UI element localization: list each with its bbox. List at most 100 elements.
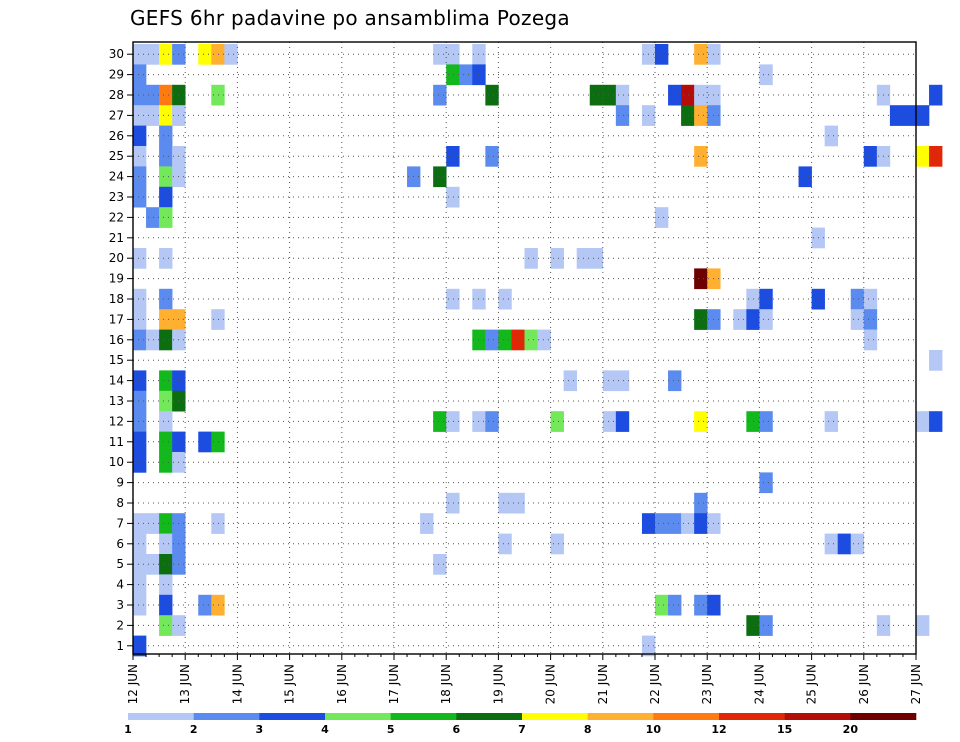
heatmap-cell bbox=[159, 125, 173, 147]
x-tick-label: 24 JUN bbox=[752, 664, 766, 704]
heatmap-cell bbox=[133, 248, 147, 269]
heatmap-cell bbox=[615, 370, 630, 392]
heatmap-cell bbox=[694, 513, 708, 534]
heatmap-cell bbox=[146, 329, 160, 351]
heatmap-cell bbox=[602, 370, 617, 392]
x-tick-label: 19 JUN bbox=[491, 664, 505, 704]
x-tick-label: 15 JUN bbox=[283, 664, 297, 704]
heatmap-cell bbox=[133, 146, 147, 167]
heatmap-cell bbox=[929, 84, 943, 106]
y-tick-label: 27 bbox=[109, 108, 124, 122]
y-tick-label: 22 bbox=[109, 210, 124, 224]
heatmap-cell bbox=[133, 186, 147, 208]
colorbar-segment bbox=[325, 713, 391, 720]
heatmap-cell bbox=[146, 105, 160, 126]
heatmap-cell bbox=[146, 513, 160, 534]
heatmap-cell bbox=[550, 411, 564, 432]
colorbar-segment bbox=[587, 713, 654, 720]
heatmap-cell bbox=[798, 166, 812, 188]
heatmap-cell bbox=[602, 411, 617, 432]
y-tick-label: 17 bbox=[109, 312, 124, 326]
heatmap-cell bbox=[850, 533, 865, 555]
heatmap-cell bbox=[446, 64, 460, 86]
heatmap-cell bbox=[159, 84, 173, 106]
y-tick-label: 21 bbox=[109, 231, 124, 245]
heatmap-cell bbox=[485, 146, 499, 167]
heatmap-cell bbox=[159, 309, 173, 330]
heatmap-cell bbox=[929, 350, 943, 371]
heatmap-cell bbox=[837, 533, 852, 555]
heatmap-cell bbox=[146, 44, 160, 65]
heatmap-cells bbox=[133, 44, 943, 657]
heatmap-cell bbox=[916, 146, 930, 167]
heatmap-cell bbox=[133, 370, 147, 392]
x-tick-label: 12 JUN bbox=[126, 664, 140, 704]
y-tick-label: 12 bbox=[109, 414, 124, 428]
heatmap-cell bbox=[694, 84, 708, 106]
heatmap-cell bbox=[146, 554, 160, 575]
heatmap-cell bbox=[485, 84, 499, 106]
x-tick-label: 21 JUN bbox=[596, 664, 610, 704]
y-tick-label: 20 bbox=[109, 251, 124, 265]
heatmap-cell bbox=[133, 105, 147, 126]
heatmap-cell bbox=[759, 309, 773, 330]
y-tick-label: 19 bbox=[109, 272, 124, 286]
colorbar-label: 12 bbox=[711, 723, 726, 736]
y-tick-label: 16 bbox=[109, 333, 124, 347]
heatmap-cell bbox=[850, 309, 865, 330]
heatmap-cell bbox=[211, 309, 225, 330]
heatmap-cell bbox=[133, 574, 147, 596]
heatmap-cell bbox=[159, 186, 173, 208]
heatmap-cell bbox=[159, 166, 173, 188]
heatmap-cell bbox=[433, 44, 447, 65]
heatmap-cell bbox=[211, 44, 225, 65]
x-tick-label: 26 JUN bbox=[857, 664, 871, 704]
colorbar-segment bbox=[522, 713, 588, 720]
heatmap-cell bbox=[863, 309, 878, 330]
colorbar-label: 4 bbox=[321, 723, 329, 736]
heatmap-cell bbox=[615, 84, 630, 106]
grid-lines bbox=[133, 42, 916, 654]
heatmap-cell bbox=[211, 84, 225, 106]
y-tick-label: 2 bbox=[116, 618, 124, 632]
heatmap-cell bbox=[433, 84, 447, 106]
heatmap-cell bbox=[224, 44, 238, 65]
y-tick-label: 15 bbox=[109, 353, 124, 367]
x-tick-label: 27 JUN bbox=[909, 664, 923, 704]
heatmap-cell bbox=[133, 594, 147, 616]
heatmap-cell bbox=[159, 288, 173, 310]
heatmap-cell bbox=[211, 594, 225, 616]
heatmap-cell bbox=[159, 574, 173, 596]
colorbar-label: 5 bbox=[387, 723, 395, 736]
y-tick-label: 11 bbox=[109, 435, 124, 449]
heatmap-cell bbox=[159, 411, 173, 432]
heatmap-cell bbox=[133, 390, 147, 412]
heatmap-cell bbox=[824, 125, 838, 147]
heatmap-cell bbox=[433, 166, 447, 188]
x-tick-label: 23 JUN bbox=[700, 664, 714, 704]
heatmap-cell bbox=[159, 105, 173, 126]
heatmap-cell bbox=[759, 472, 773, 494]
colorbar: 1 2 3 4 5 6 7 8 10 12 15 20 bbox=[124, 713, 917, 736]
heatmap-cell bbox=[198, 44, 212, 65]
heatmap-cell bbox=[694, 146, 708, 167]
heatmap-cell bbox=[615, 105, 630, 126]
heatmap-cell bbox=[159, 594, 173, 616]
y-tick-label: 18 bbox=[109, 292, 124, 306]
heatmap-cell bbox=[916, 105, 930, 126]
heatmap-cell bbox=[929, 146, 943, 167]
heatmap-cell bbox=[498, 288, 512, 310]
colorbar-label: 6 bbox=[453, 723, 461, 736]
heatmap-cell bbox=[550, 533, 564, 555]
heatmap-cell bbox=[446, 186, 460, 208]
heatmap-cell bbox=[668, 84, 682, 106]
heatmap-cell bbox=[916, 411, 930, 432]
x-tick-label: 14 JUN bbox=[230, 664, 244, 704]
heatmap-cell bbox=[159, 370, 173, 392]
y-tick-label: 23 bbox=[109, 190, 124, 204]
heatmap-cell bbox=[694, 492, 708, 514]
heatmap-cell bbox=[159, 533, 173, 555]
heatmap-cell bbox=[159, 431, 173, 453]
heatmap-cell bbox=[589, 248, 604, 269]
y-tick-label: 25 bbox=[109, 149, 124, 163]
